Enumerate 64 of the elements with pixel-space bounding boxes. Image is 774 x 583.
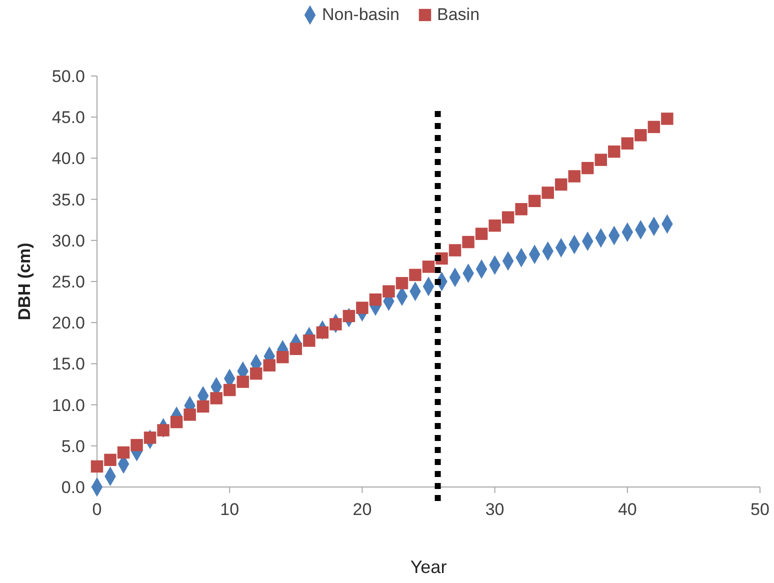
point bbox=[502, 211, 514, 224]
y-tick-label: 50.0 bbox=[52, 66, 85, 86]
legend-label: Non-basin bbox=[322, 5, 400, 24]
x-axis-title: Year bbox=[410, 557, 447, 577]
point bbox=[356, 302, 368, 314]
point bbox=[621, 137, 634, 150]
point bbox=[90, 460, 104, 473]
point bbox=[488, 219, 501, 232]
point bbox=[634, 129, 647, 142]
point bbox=[528, 194, 541, 208]
point bbox=[196, 400, 210, 413]
x-tick-label: 20 bbox=[352, 500, 372, 519]
point bbox=[369, 293, 382, 306]
point bbox=[342, 310, 356, 322]
point bbox=[210, 392, 222, 404]
point bbox=[396, 277, 408, 290]
point bbox=[382, 285, 395, 298]
point bbox=[515, 203, 528, 216]
point bbox=[542, 186, 554, 199]
point bbox=[409, 268, 422, 282]
x-tick-label: 10 bbox=[220, 500, 240, 519]
point bbox=[276, 351, 289, 364]
point bbox=[422, 260, 435, 273]
point bbox=[263, 359, 276, 372]
y-tick-label: 30.0 bbox=[52, 231, 85, 250]
x-tick-label: 50 bbox=[750, 500, 770, 519]
x-tick-label: 0 bbox=[92, 500, 102, 519]
point bbox=[581, 162, 594, 174]
y-tick-label: 5.0 bbox=[61, 436, 85, 456]
y-tick-label: 20.0 bbox=[52, 314, 85, 333]
point bbox=[144, 432, 156, 444]
legend-label: Basin bbox=[437, 5, 480, 24]
point bbox=[462, 236, 474, 248]
point bbox=[130, 438, 143, 452]
point bbox=[648, 120, 660, 134]
point bbox=[303, 334, 316, 347]
point bbox=[170, 416, 183, 428]
point bbox=[236, 376, 249, 388]
x-tick-label: 30 bbox=[485, 500, 504, 519]
point bbox=[554, 178, 568, 191]
point bbox=[104, 454, 116, 466]
point bbox=[250, 367, 262, 380]
point bbox=[223, 384, 236, 396]
x-tick-label: 40 bbox=[618, 500, 637, 519]
y-tick-label: 35.0 bbox=[52, 190, 85, 210]
point bbox=[475, 228, 488, 240]
point bbox=[330, 318, 342, 330]
point bbox=[661, 112, 674, 125]
y-axis-title: DBH (cm) bbox=[15, 242, 34, 320]
point bbox=[316, 326, 329, 339]
point bbox=[448, 244, 462, 256]
y-tick-label: 15.0 bbox=[52, 354, 85, 374]
y-tick-label: 45.0 bbox=[52, 108, 85, 128]
y-tick-label: 40.0 bbox=[52, 149, 85, 168]
point bbox=[568, 170, 580, 182]
point bbox=[608, 146, 620, 158]
point bbox=[157, 424, 170, 436]
y-tick-label: 10.0 bbox=[52, 396, 85, 415]
y-tick-label: 25.0 bbox=[52, 272, 85, 292]
y-tick-label: 0.0 bbox=[61, 478, 85, 497]
point bbox=[117, 446, 130, 459]
point bbox=[184, 408, 196, 421]
point bbox=[290, 342, 302, 356]
point bbox=[594, 154, 608, 166]
